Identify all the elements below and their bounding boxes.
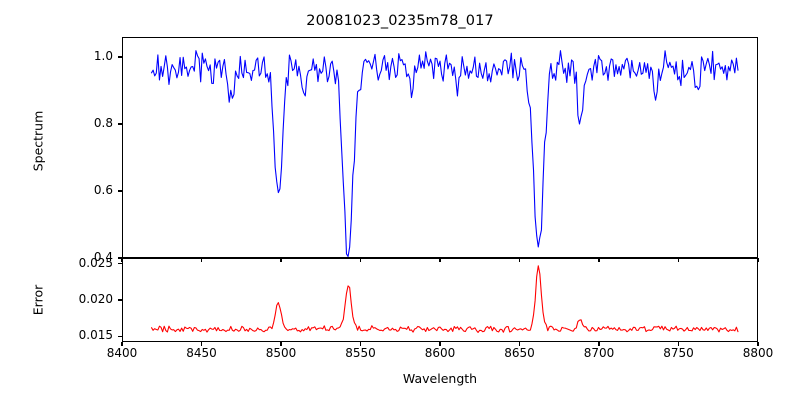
x-tick-label: 8750 [663,346,694,360]
x-axis-label: Wavelength [402,371,478,386]
x-tick-label: 8650 [504,346,535,360]
error-x-tick-mark [200,342,203,346]
error-y-tick-mark [118,299,122,301]
error-x-tick-mark [121,342,123,346]
spectrum-y-tick-label: 1.0 [93,49,113,64]
error-x-tick-mark [280,342,282,346]
x-tick-label: 8550 [345,346,376,360]
x-tick-label: 8400 [106,346,138,360]
spectrum-y-tick-mark [118,257,122,259]
x-tick-label: 8600 [424,346,456,360]
x-tick-label: 8700 [583,346,615,360]
error-x-tick-mark [757,342,759,346]
spectrum-x-tick-mark [757,258,759,262]
error-x-tick-mark [598,342,600,346]
spectrum-x-tick-mark [677,258,680,262]
spectrum-x-tick-mark [121,258,123,262]
error-plot-area [150,265,739,333]
spectrum-y-tick-label: 0.8 [93,116,113,131]
spectrum-x-tick-mark [280,258,282,262]
spectrum-panel [122,37,758,258]
error-y-tick-label: 0.020 [78,292,113,306]
error-y-tick-label: 0.015 [78,328,113,343]
x-tick-label: 8450 [186,346,217,360]
error-x-tick-mark [439,342,441,346]
x-tick-label: 8500 [265,346,297,360]
spectrum-y-tick-mark [118,123,122,125]
error-y-tick-mark [118,335,122,337]
spectrum-plot-area [150,50,739,257]
x-tick-label: 8800 [742,346,774,360]
spectrum-x-tick-mark [439,258,441,262]
spectrum-y-tick-mark [118,190,122,192]
error-x-tick-mark [518,342,521,346]
spectrum-y-tick-mark [118,56,122,58]
error-x-tick-mark [677,342,680,346]
spectrum-x-tick-mark [359,258,362,262]
error-panel [122,258,758,342]
spectrum-x-tick-mark [598,258,600,262]
spectrum-x-tick-mark [200,258,203,262]
error-y-tick-mark [118,263,122,265]
chart-title: 20081023_0235m78_017 [306,13,494,29]
error-x-tick-mark [359,342,362,346]
error-y-tick-label: 0.025 [78,255,113,270]
spectrum-y-tick-label: 0.4 [93,250,113,264]
spectrum-line [150,50,739,257]
spectrum-y-tick-label: 0.6 [93,183,113,198]
spectrum-x-tick-mark [518,258,521,262]
error-line [150,265,739,333]
